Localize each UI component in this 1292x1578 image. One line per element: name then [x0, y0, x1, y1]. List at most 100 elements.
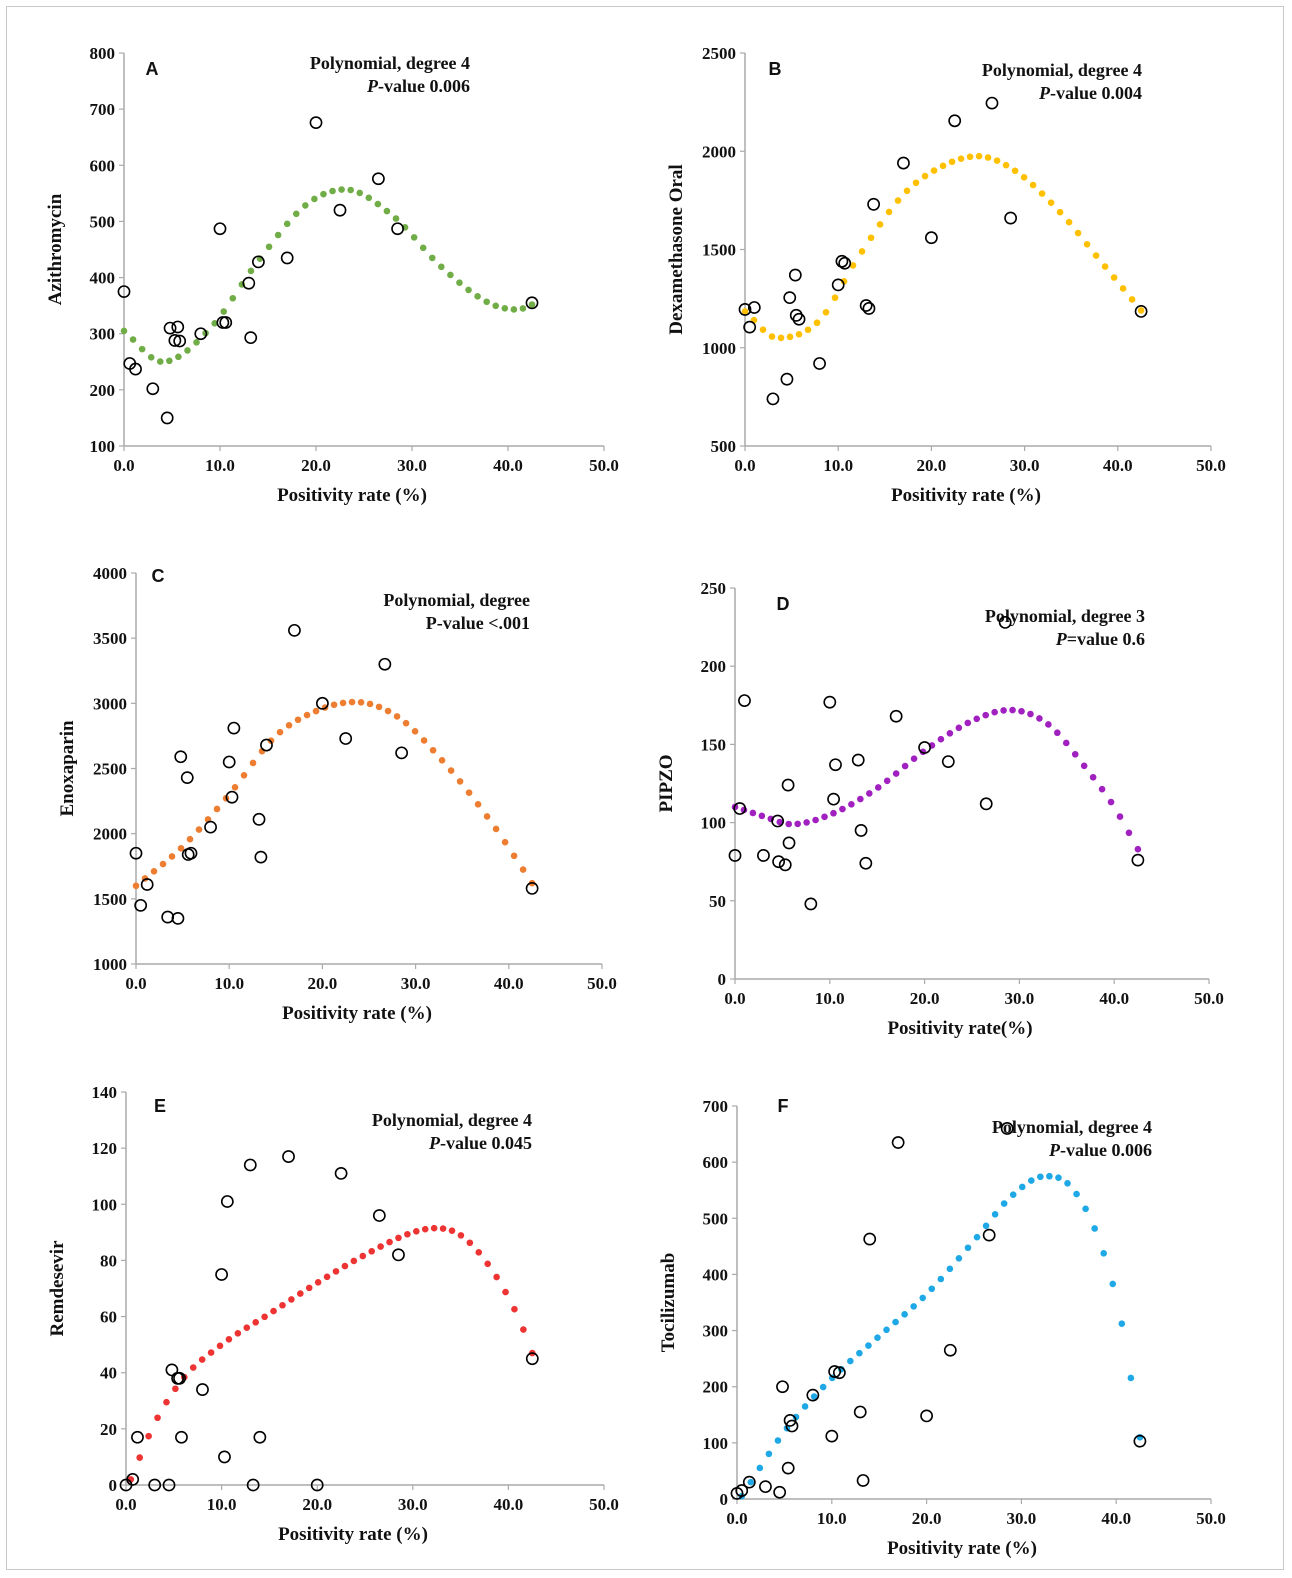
panel-a-trend-dot: [166, 357, 173, 365]
panel-d-trend-dot: [1054, 729, 1061, 737]
panel-b-trend-dot: [759, 326, 767, 333]
panel-d-trend-dot: [1009, 706, 1016, 714]
panel-f-trend-dot: [982, 1222, 990, 1230]
panel-a-data-point: [168, 334, 182, 347]
panel-e-trend-dot: [502, 1288, 509, 1296]
panel-f-trend-dot: [910, 1303, 917, 1310]
panel-c-data-point: [171, 911, 185, 925]
panel-e-annotation-line-1: Polynomial, degree 4: [372, 1110, 532, 1130]
panel-f-y-tick-label: 600: [703, 1153, 729, 1172]
panel-f-trend-dot: [847, 1357, 854, 1365]
panel-f-trend-dot: [883, 1326, 890, 1334]
panel-d-trend-dot: [848, 800, 855, 808]
panel-e-trend-dot: [475, 1249, 483, 1256]
panel-e-trend-dot: [270, 1307, 277, 1315]
panel-e-trend-dot: [243, 1324, 251, 1332]
panel-f-data-point: [806, 1388, 820, 1402]
panel-d-y-tick-label: 0: [718, 970, 727, 989]
panel-d-trend-dot: [991, 708, 998, 716]
panel-a-scatter-points: [117, 116, 539, 425]
panel-a-data-point: [242, 276, 256, 290]
panel-b-data-point: [1004, 211, 1018, 225]
panel-c-annotation-line-1: Polynomial, degree: [383, 590, 530, 610]
panel-a-x-tick-label: 10.0: [205, 456, 235, 475]
panel-e-trend-dot: [520, 1326, 527, 1333]
panel-d-trend-dot: [1134, 845, 1142, 853]
panel-e-y-tick-label: 0: [109, 1476, 118, 1495]
panel-c-trend-dot: [294, 716, 302, 724]
panel-f-trend-dot: [1009, 1191, 1017, 1198]
panel-b-trend-dot: [930, 167, 938, 174]
panel-b-trend-dot: [849, 262, 857, 269]
panel-a-data-point: [173, 334, 187, 348]
panel-f-trend-dot: [1127, 1374, 1135, 1382]
panel-f-y-axis-label: Tocilizumab: [658, 1253, 679, 1353]
panel-b-data-point: [780, 372, 794, 386]
panel-a-trendline: [120, 186, 536, 365]
panel-c-trend-dot: [483, 813, 491, 820]
panel-c-data-point: [288, 623, 301, 637]
panel-c-x-axis-label: Positivity rate (%): [282, 1003, 432, 1024]
panel-f-trend-dot: [856, 1349, 863, 1357]
panel-c-y-tick-label: 4000: [93, 564, 127, 583]
panel-f-data-point: [776, 1380, 789, 1394]
panel-b-data-point: [838, 256, 852, 270]
panel-e-data-point: [148, 1478, 162, 1492]
panel-c-data-point: [395, 746, 409, 760]
panel-f-trend-dot: [973, 1233, 981, 1241]
panel-c-trend-dot: [132, 882, 140, 890]
panel-a-y-tick-label: 700: [90, 100, 116, 119]
panel-d-data-point: [757, 849, 770, 862]
panel-d-trend-dot: [1089, 773, 1097, 781]
panel-e: 0 20 40 60 80 100 120 140 0.0 10.0 20.0 30.0 40.0 50.…: [47, 1083, 619, 1545]
panel-f-trend-dot: [1046, 1172, 1053, 1180]
panel-e-y-axis-label: Remdesevir: [47, 1240, 68, 1337]
panel-d-data-point: [738, 694, 751, 708]
panel-c-trend-dot: [213, 805, 221, 813]
figure-frame: [6, 6, 1284, 1570]
panel-f-trend-dot: [946, 1265, 954, 1273]
panel-f-data-point: [982, 1228, 996, 1242]
panel-e-trend-dot: [457, 1232, 465, 1239]
panel-b-trend-dot: [975, 152, 983, 160]
panel-e-x-tick-label: 20.0: [302, 1495, 332, 1514]
panel-a-trend-dot: [292, 210, 300, 218]
panel-e-trend-dot: [493, 1273, 500, 1281]
panel-f-x-tick-label: 20.0: [912, 1509, 942, 1528]
panel-e-data-point: [246, 1478, 260, 1492]
panel-a-y-tick-label: 100: [90, 437, 116, 456]
panel-a-trend-dot: [374, 200, 382, 208]
panel-a-trend-dot: [438, 263, 445, 271]
panel-c-trend-dot: [303, 711, 311, 719]
panel-a-data-point: [371, 172, 385, 186]
panel-d-data-point: [979, 797, 993, 811]
panel-d-data-point: [804, 897, 818, 911]
panel-e-trend-dot: [145, 1432, 152, 1440]
panel-b-trend-dot: [1029, 181, 1037, 189]
panel-d-x-axis-label: Positivity rate(%): [887, 1018, 1032, 1039]
panel-b-x-tick-label: 40.0: [1103, 456, 1133, 475]
panel-c-letter: C: [152, 566, 165, 586]
panel-b-trend-dot: [957, 155, 965, 162]
panel-e-data-point: [525, 1352, 539, 1366]
panel-d-y-tick-label: 200: [701, 657, 727, 676]
panel-b-trend-dot: [948, 158, 956, 166]
panel-c-x-tick-label: 50.0: [587, 974, 617, 993]
panel-b-trend-dot: [885, 208, 893, 216]
panel-c-data-point: [204, 820, 217, 834]
panel-f-trend-dot: [801, 1403, 809, 1410]
panel-b-trend-dot: [1011, 167, 1019, 175]
panel-d-trend-dot: [1125, 829, 1133, 837]
panel-e-trend-dot: [297, 1290, 304, 1297]
panel-a-trend-dot: [519, 305, 527, 312]
panel-a-data-point: [333, 203, 347, 217]
panel-a-trend-dot: [147, 353, 155, 361]
panel-b-trend-dot: [777, 334, 785, 342]
panel-e-data-point: [162, 1478, 176, 1492]
panel-d-trend-dot: [1027, 710, 1034, 718]
panel-b-trend-dot: [831, 294, 839, 302]
panel-b-trend-dot: [921, 172, 929, 180]
panel-e-x-tick-label: 0.0: [115, 1495, 136, 1514]
panel-e-trend-dot: [225, 1335, 233, 1343]
panel-a-x-tick-label: 50.0: [589, 456, 619, 475]
